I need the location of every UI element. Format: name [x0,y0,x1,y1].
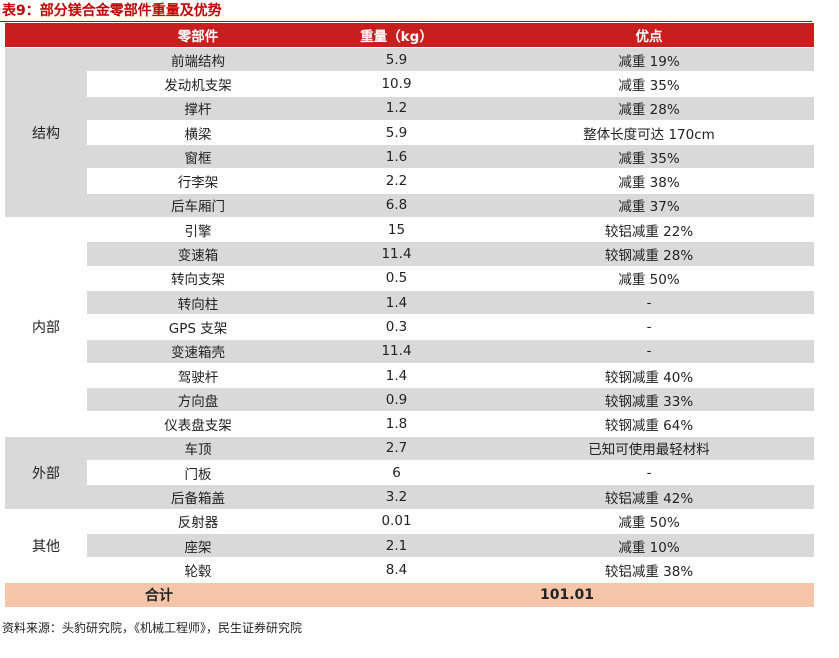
cell-advantage: 减重 38% [484,169,814,194]
header-group [5,23,87,48]
cell-weight: 1.6 [309,145,484,170]
cell-part: 座架 [87,533,309,559]
cell-weight: 0.01 [309,509,484,534]
cell-part: 反射器 [87,509,309,534]
total-label: 合计 [5,582,309,607]
cell-weight: 11.4 [309,339,484,364]
cell-advantage: 较铝减重 38% [484,558,814,583]
cell-advantage: 较钢减重 33% [484,388,814,413]
cell-weight: 6.8 [309,193,484,219]
cell-part: 门板 [87,461,309,486]
cell-part: 前端结构 [87,48,309,73]
cell-part: 窗框 [87,145,309,170]
cell-part: 横梁 [87,120,309,146]
cell-weight: 10.9 [309,72,484,97]
cell-part: 车顶 [87,436,309,462]
cell-advantage: 减重 35% [484,72,814,97]
cell-advantage: 减重 28% [484,96,814,121]
cell-advantage: 减重 19% [484,48,814,73]
cell-part: 引擎 [87,218,309,243]
cell-advantage: 减重 37% [484,193,814,219]
cell-advantage: - [484,339,814,364]
cell-weight: 0.3 [309,315,484,340]
cell-weight: 0.5 [309,266,484,291]
cell-advantage: - [484,461,814,486]
cell-advantage: 较钢减重 40% [484,363,814,389]
cell-weight: 6 [309,461,484,486]
header-part: 零部件 [87,23,309,48]
cell-weight: 1.4 [309,363,484,389]
source-note: 资料来源：头豹研究院，《机械工程师》，民生证券研究院 [2,621,303,635]
total-value: 101.01 [309,582,814,607]
cell-part: 驾驶杆 [87,363,309,389]
group-label: 其他 [5,509,87,583]
cell-advantage: 较钢减重 28% [484,242,814,267]
cell-weight: 11.4 [309,242,484,267]
cell-part: 方向盘 [87,388,309,413]
cell-weight: 1.8 [309,412,484,437]
cell-advantage: 减重 10% [484,533,814,559]
header-advantage: 优点 [484,23,814,48]
cell-weight: 0.9 [309,388,484,413]
cell-advantage: 整体长度可达 170cm [484,120,814,146]
group-label: 内部 [5,218,87,437]
cell-advantage: 较铝减重 22% [484,218,814,243]
cell-weight: 3.2 [309,485,484,510]
cell-weight: 2.2 [309,169,484,194]
header-weight: 重量（kg） [309,23,484,48]
cell-part: 轮毂 [87,558,309,583]
cell-weight: 2.1 [309,533,484,559]
cell-advantage: 已知可使用最轻材料 [484,436,814,462]
cell-advantage: 较钢减重 64% [484,412,814,437]
group-label: 外部 [5,436,87,510]
cell-advantage: 较铝减重 42% [484,485,814,510]
cell-weight: 1.2 [309,96,484,121]
cell-part: GPS 支架 [87,315,309,340]
cell-weight: 5.9 [309,120,484,146]
cell-part: 后车厢门 [87,193,309,219]
cell-weight: 2.7 [309,436,484,462]
cell-part: 转向支架 [87,266,309,291]
cell-part: 变速箱 [87,242,309,267]
cell-advantage: 减重 50% [484,509,814,534]
cell-weight: 1.4 [309,290,484,316]
cell-advantage: - [484,290,814,316]
title-divider [0,21,812,22]
cell-weight: 15 [309,218,484,243]
cell-part: 仪表盘支架 [87,412,309,437]
table-title: 表9：部分镁合金零部件重量及优势 [2,3,222,19]
cell-part: 后备箱盖 [87,485,309,510]
cell-advantage: 减重 35% [484,145,814,170]
cell-part: 发动机支架 [87,72,309,97]
cell-weight: 8.4 [309,558,484,583]
cell-part: 转向柱 [87,290,309,316]
cell-advantage: - [484,315,814,340]
cell-advantage: 减重 50% [484,266,814,291]
cell-weight: 5.9 [309,48,484,73]
parts-weight-table: 零部件 重量（kg） 优点 结构 前端结构 5.9 减重 19% 发动机支架 10.9 减重… [5,23,814,632]
cell-part: 变速箱壳 [87,339,309,364]
cell-part: 行李架 [87,169,309,194]
cell-part: 撑杆 [87,96,309,121]
group-label: 结构 [5,48,87,219]
